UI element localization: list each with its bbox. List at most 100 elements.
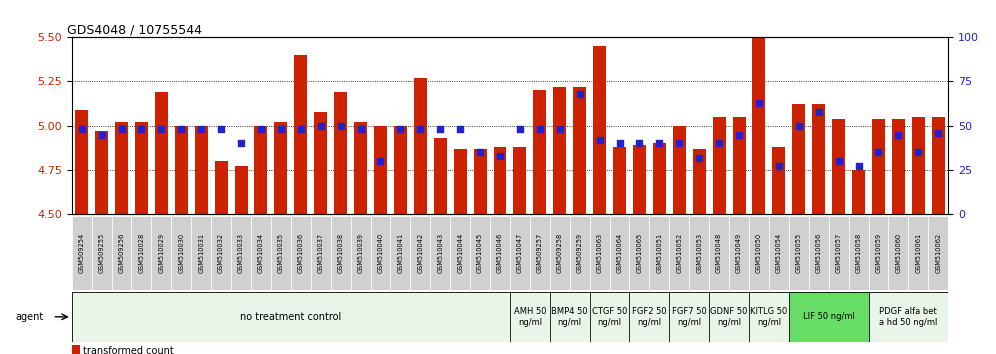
Bar bbox=[594, 46, 606, 214]
Text: KITLG 50
ng/ml: KITLG 50 ng/ml bbox=[750, 307, 788, 326]
Bar bbox=[729, 216, 749, 290]
Text: GSM509259: GSM509259 bbox=[577, 233, 583, 273]
Bar bbox=[271, 216, 291, 290]
Bar bbox=[514, 147, 527, 214]
Point bbox=[890, 132, 906, 137]
Text: GSM510035: GSM510035 bbox=[278, 233, 284, 273]
Bar bbox=[789, 292, 869, 342]
Bar bbox=[769, 216, 789, 290]
Bar bbox=[749, 216, 769, 290]
Bar bbox=[275, 122, 288, 214]
Bar bbox=[72, 292, 510, 342]
Text: GSM510055: GSM510055 bbox=[796, 233, 802, 273]
Point bbox=[572, 91, 588, 97]
Text: GSM510032: GSM510032 bbox=[218, 233, 224, 273]
Text: GSM510040: GSM510040 bbox=[377, 233, 383, 273]
Point bbox=[94, 132, 110, 137]
Bar bbox=[749, 292, 789, 342]
Bar bbox=[374, 126, 387, 214]
Bar bbox=[689, 216, 709, 290]
Bar bbox=[713, 117, 726, 214]
Bar bbox=[590, 216, 610, 290]
Bar bbox=[693, 149, 706, 214]
Bar bbox=[853, 170, 865, 214]
Bar bbox=[175, 126, 188, 214]
Point bbox=[293, 126, 309, 132]
Bar bbox=[92, 216, 112, 290]
Text: GSM510053: GSM510053 bbox=[696, 233, 702, 273]
Point bbox=[592, 137, 608, 143]
Point bbox=[452, 126, 468, 132]
Bar bbox=[211, 216, 231, 290]
Point bbox=[373, 158, 388, 164]
Bar bbox=[235, 166, 247, 214]
Point bbox=[691, 155, 707, 160]
Bar bbox=[570, 216, 590, 290]
Bar bbox=[171, 216, 191, 290]
Bar bbox=[614, 147, 626, 214]
Text: FGF7 50
ng/ml: FGF7 50 ng/ml bbox=[672, 307, 706, 326]
Bar bbox=[96, 131, 109, 214]
Point bbox=[651, 141, 667, 146]
Point bbox=[512, 126, 528, 132]
Text: GSM509254: GSM509254 bbox=[79, 233, 85, 273]
Text: GSM510058: GSM510058 bbox=[856, 233, 862, 273]
Point bbox=[472, 149, 488, 155]
Bar bbox=[809, 216, 829, 290]
Bar bbox=[131, 216, 151, 290]
Point bbox=[851, 164, 867, 169]
Text: GSM510041: GSM510041 bbox=[397, 233, 403, 273]
Bar bbox=[116, 122, 127, 214]
Bar bbox=[908, 216, 928, 290]
Bar bbox=[869, 216, 888, 290]
Bar bbox=[351, 216, 371, 290]
Bar bbox=[151, 216, 171, 290]
Text: GSM510037: GSM510037 bbox=[318, 233, 324, 273]
Bar bbox=[673, 126, 686, 214]
Bar bbox=[231, 216, 251, 290]
Bar bbox=[590, 292, 629, 342]
Text: GSM510064: GSM510064 bbox=[617, 233, 622, 273]
Bar bbox=[733, 117, 745, 214]
Text: agent: agent bbox=[15, 312, 44, 322]
Bar bbox=[490, 216, 510, 290]
Bar bbox=[869, 292, 948, 342]
Bar bbox=[610, 216, 629, 290]
Point bbox=[173, 126, 189, 132]
Point bbox=[910, 149, 926, 155]
Bar bbox=[255, 126, 268, 214]
Bar bbox=[633, 145, 646, 214]
Bar bbox=[72, 216, 92, 290]
Point bbox=[392, 126, 408, 132]
Text: GSM510029: GSM510029 bbox=[158, 233, 164, 273]
Point bbox=[532, 126, 548, 132]
Text: GSM509257: GSM509257 bbox=[537, 233, 543, 273]
Text: GSM510048: GSM510048 bbox=[716, 233, 722, 273]
Text: BMP4 50
ng/ml: BMP4 50 ng/ml bbox=[552, 307, 588, 326]
Point bbox=[273, 126, 289, 132]
Text: GSM510033: GSM510033 bbox=[238, 233, 244, 273]
Text: AMH 50
ng/ml: AMH 50 ng/ml bbox=[514, 307, 546, 326]
Text: GSM510050: GSM510050 bbox=[756, 233, 762, 273]
Point bbox=[492, 153, 508, 159]
Text: GSM510052: GSM510052 bbox=[676, 233, 682, 273]
Text: GSM509255: GSM509255 bbox=[99, 233, 105, 273]
Point bbox=[213, 126, 229, 132]
Bar bbox=[928, 216, 948, 290]
Text: GSM510056: GSM510056 bbox=[816, 233, 822, 273]
Point bbox=[193, 126, 209, 132]
Text: GSM510034: GSM510034 bbox=[258, 233, 264, 273]
Bar bbox=[534, 90, 547, 214]
Point bbox=[233, 141, 249, 146]
Point bbox=[353, 126, 369, 132]
Point bbox=[930, 130, 946, 136]
Text: GDS4048 / 10755544: GDS4048 / 10755544 bbox=[68, 23, 202, 36]
Bar bbox=[394, 126, 407, 214]
Text: GSM509256: GSM509256 bbox=[119, 233, 124, 273]
Point bbox=[153, 126, 169, 132]
Text: GSM510046: GSM510046 bbox=[497, 233, 503, 273]
Bar bbox=[251, 216, 271, 290]
Bar bbox=[470, 216, 490, 290]
Point bbox=[831, 158, 847, 164]
Bar bbox=[414, 78, 427, 214]
